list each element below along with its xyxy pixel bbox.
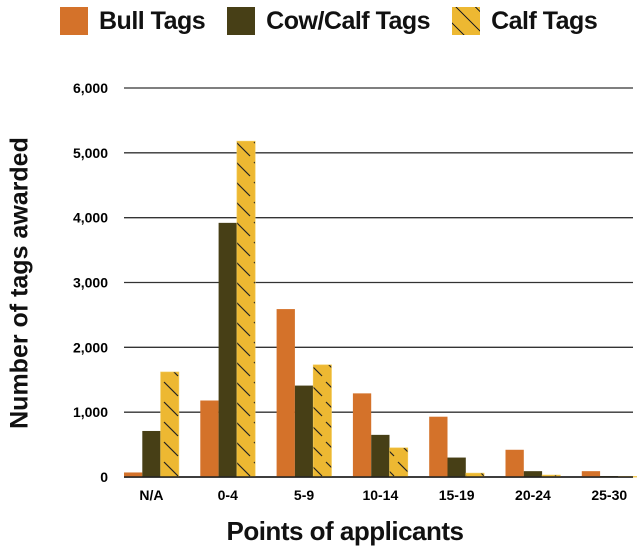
bar-cow-calf-tags-5-9 (294, 385, 314, 477)
bar-bull-tags-n-a (124, 472, 143, 477)
x-tick-label: 0-4 (218, 487, 238, 503)
x-tick-label: 15-19 (439, 487, 475, 503)
bar-cow-calf-tags-10-14 (371, 434, 390, 477)
legend-label: Calf Tags (491, 6, 598, 35)
bar-bull-tags-15-19 (429, 416, 448, 477)
x-tick-label: 10-14 (362, 487, 398, 503)
y-tick-label: 2,000 (73, 339, 108, 355)
bar-cow-calf-tags-n-a (142, 430, 161, 477)
legend-item-cow-calf-tags: Cow/Calf Tags (227, 6, 431, 36)
bar-bull-tags-25-30 (581, 471, 601, 477)
x-tick-label: 5-9 (294, 487, 314, 503)
y-tick-label: 0 (100, 469, 108, 485)
x-axis-title: Points of applicants (226, 516, 464, 546)
bar-bull-tags-5-9 (276, 309, 295, 477)
x-tick-label: N/A (139, 487, 163, 503)
bar-bull-tags-20-24 (505, 449, 524, 477)
x-tick-label: 25-30 (591, 487, 627, 503)
y-tick-label: 1,000 (73, 404, 108, 420)
legend-label: Cow/Calf Tags (266, 6, 431, 35)
x-axis-ticks: N/A 0-4 5-9 10-14 15-19 20-24 25-30 (139, 487, 627, 503)
bar-cow-calf-tags-20-24 (523, 471, 543, 477)
y-tick-label: 6,000 (73, 80, 108, 96)
x-tick-label: 20-24 (515, 487, 551, 503)
cow-calf-tags-swatch-icon (227, 7, 256, 35)
y-tick-label: 3,000 (73, 275, 108, 291)
y-axis-ticks: 0 1,000 2,000 3,000 4,000 5,000 6,000 (73, 80, 108, 485)
y-tick-label: 4,000 (73, 210, 108, 226)
bar-bull-tags-0-4 (200, 400, 219, 477)
chart-legend: Bull Tags Cow/Calf Tags Calf Tags (60, 6, 619, 36)
bar-calf-tags-n-a (160, 371, 180, 478)
legend-label: Bull Tags (99, 6, 206, 35)
bull-tags-swatch-icon (60, 7, 88, 35)
legend-item-calf-tags: Calf Tags (452, 6, 598, 36)
bar-calf-tags-5-9 (312, 364, 332, 478)
bar-calf-tags-0-4 (236, 140, 256, 478)
bar-cow-calf-tags-15-19 (447, 457, 466, 477)
bar-bull-tags-10-14 (352, 393, 372, 477)
bar-calf-tags-10-14 (389, 447, 409, 478)
y-tick-label: 5,000 (73, 145, 108, 161)
bar-cow-calf-tags-0-4 (218, 222, 237, 477)
calf-tags-swatch-icon (452, 7, 481, 35)
bars (124, 140, 638, 478)
legend-item-bull-tags: Bull Tags (60, 6, 206, 36)
